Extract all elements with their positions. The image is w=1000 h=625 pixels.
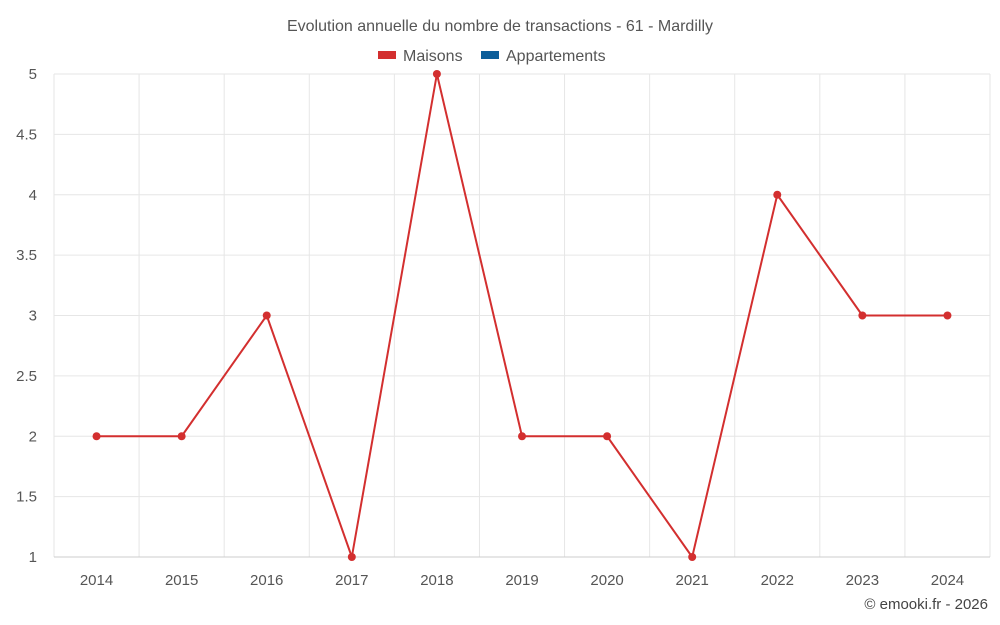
legend-swatch-0[interactable] bbox=[378, 51, 396, 59]
legend-swatch-1[interactable] bbox=[481, 51, 499, 59]
x-tick-label: 2017 bbox=[335, 572, 368, 589]
data-point-2016[interactable] bbox=[262, 311, 271, 320]
y-tick-label: 4 bbox=[29, 187, 37, 204]
x-tick-label: 2019 bbox=[505, 572, 538, 589]
series-layer bbox=[92, 70, 952, 561]
x-tick-label: 2020 bbox=[590, 572, 623, 589]
grid-lines bbox=[53, 73, 991, 558]
x-tick-label: 2024 bbox=[931, 572, 964, 589]
chart-title: Evolution annuelle du nombre de transact… bbox=[287, 18, 713, 35]
data-point-2014[interactable] bbox=[92, 432, 101, 441]
y-tick-label: 2.5 bbox=[16, 368, 37, 385]
x-tick-label: 2022 bbox=[761, 572, 794, 589]
data-point-2015[interactable] bbox=[177, 432, 186, 441]
y-tick-label: 1.5 bbox=[16, 489, 37, 506]
y-tick-label: 3 bbox=[29, 308, 37, 325]
y-tick-label: 1 bbox=[29, 549, 37, 566]
y-tick-label: 3.5 bbox=[16, 247, 37, 264]
y-tick-label: 2 bbox=[29, 428, 37, 445]
data-point-2024[interactable] bbox=[943, 311, 952, 320]
y-tick-label: 5 bbox=[29, 66, 37, 83]
data-point-2022[interactable] bbox=[773, 190, 782, 199]
x-tick-label: 2016 bbox=[250, 572, 283, 589]
credit-text: © emooki.fr - 2026 bbox=[864, 596, 988, 613]
data-point-2019[interactable] bbox=[518, 432, 526, 441]
data-point-2018[interactable] bbox=[432, 70, 441, 78]
x-tick-label: 2023 bbox=[846, 572, 879, 589]
legend-label-1[interactable]: Appartements bbox=[506, 48, 606, 65]
x-tick-label: 2021 bbox=[675, 572, 708, 589]
data-point-2021[interactable] bbox=[688, 553, 697, 561]
x-tick-label: 2018 bbox=[420, 572, 453, 589]
legend: Maisons Appartements bbox=[378, 48, 606, 65]
data-point-2023[interactable] bbox=[858, 311, 867, 320]
x-tick-label: 2015 bbox=[165, 572, 198, 589]
y-axis-ticks: 1 1.5 2 2.5 3 3.5 4 4.5 5 bbox=[16, 66, 37, 566]
x-axis-ticks: 2014 2015 2016 2017 2018 2019 2020 2021 2022 2023… bbox=[80, 572, 964, 589]
legend-label-0[interactable]: Maisons bbox=[403, 48, 463, 65]
data-point-2017[interactable] bbox=[347, 553, 356, 561]
x-tick-label: 2014 bbox=[80, 572, 113, 589]
data-point-2020[interactable] bbox=[603, 432, 612, 441]
y-tick-label: 4.5 bbox=[16, 126, 37, 143]
